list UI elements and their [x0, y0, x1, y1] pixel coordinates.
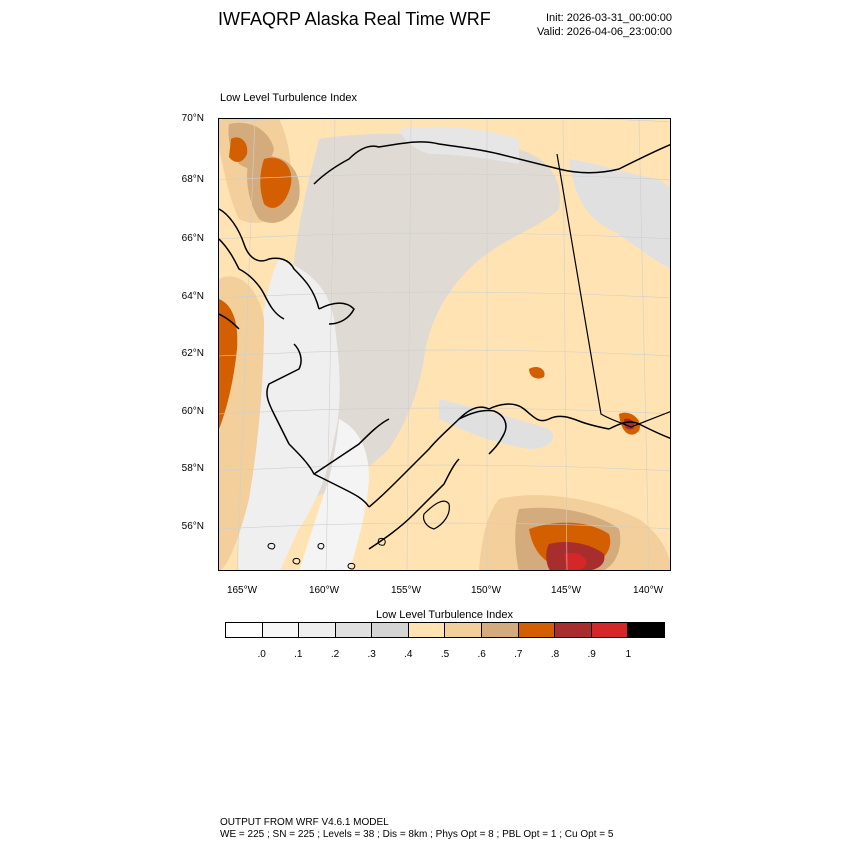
- colorbar-tick-label: .3: [367, 649, 376, 660]
- orange-field-interior: [529, 366, 545, 379]
- colorbar-box: [628, 623, 664, 637]
- border-line: [556, 153, 670, 428]
- colorbar: [225, 622, 665, 638]
- light-gray-field-bristol: [299, 419, 369, 570]
- colorbar-box: [262, 623, 300, 637]
- colorbar-box: [482, 623, 519, 637]
- init-time: Init: 2026-03-31_00:00:00: [546, 12, 672, 24]
- footer-config-line: WE = 225 ; SN = 225 ; Levels = 38 ; Dis …: [220, 829, 614, 840]
- lat-label-68: 68°N: [181, 174, 204, 185]
- colorbar-box: [445, 623, 483, 637]
- lat-label-58: 58°N: [181, 463, 204, 474]
- colorbar-box: [518, 623, 556, 637]
- lat-label-66: 66°N: [181, 233, 204, 244]
- lat-label-64: 64°N: [181, 291, 204, 302]
- colorbar-tick-label: .2: [330, 649, 340, 660]
- kodiak-island: [422, 500, 450, 530]
- graticule: [219, 119, 670, 570]
- colorbar-box: [299, 623, 336, 637]
- main-title: IWFAQRP Alaska Real Time WRF: [218, 9, 491, 29]
- lon-label-160: 160°W: [308, 585, 340, 596]
- colorbar-tick-label: 1: [625, 649, 632, 660]
- lon-label-155: 155°W: [390, 585, 422, 596]
- colorbar-tick-label: .6: [477, 649, 486, 660]
- coastlines: [219, 141, 670, 550]
- colorbar-tick-label: .4: [404, 649, 413, 660]
- lat-label-70: 70°N: [181, 113, 204, 124]
- colorbar-tick-label: .5: [440, 649, 450, 660]
- lon-label-145: 145°W: [550, 585, 582, 596]
- map-plot: [218, 118, 671, 571]
- gray-field-yukon: [569, 159, 670, 269]
- colorbar-tick-label: .8: [550, 649, 560, 660]
- colorbar-box: [591, 623, 629, 637]
- orange-field-nw2: [260, 157, 292, 208]
- colorbar-tick-label: .7: [514, 649, 523, 660]
- lon-label-165: 165°W: [226, 585, 258, 596]
- turbulence-map: [219, 119, 670, 570]
- lon-label-140: 140°W: [632, 585, 664, 596]
- colorbar-tick-label: .0: [257, 649, 266, 660]
- lat-label-56: 56°N: [181, 521, 204, 532]
- orange-field-west: [219, 299, 238, 429]
- bright-red-field-gulf: [564, 553, 587, 570]
- lat-label-60: 60°N: [181, 406, 204, 417]
- gray-field-interior: [277, 133, 560, 499]
- lat-label-62: 62°N: [181, 348, 204, 359]
- footer-model-line: OUTPUT FROM WRF V4.6.1 MODEL: [220, 817, 389, 828]
- orange-field-nw1: [229, 137, 248, 162]
- colorbar-title: Low Level Turbulence Index: [376, 609, 513, 621]
- colorbar-tick-label: .1: [294, 649, 303, 660]
- colorbar-tick-label: .9: [587, 649, 596, 660]
- valid-time: Valid: 2026-04-06_23:00:00: [537, 26, 672, 38]
- colorbar-box: [372, 623, 409, 637]
- colorbar-box: [335, 623, 373, 637]
- colorbar-box: [226, 623, 263, 637]
- gray-field-north: [399, 126, 519, 164]
- colorbar-box: [408, 623, 446, 637]
- panel-title: Low Level Turbulence Index: [220, 92, 357, 104]
- colorbar-box: [555, 623, 592, 637]
- lon-label-150: 150°W: [470, 585, 502, 596]
- small-islands: [267, 538, 386, 570]
